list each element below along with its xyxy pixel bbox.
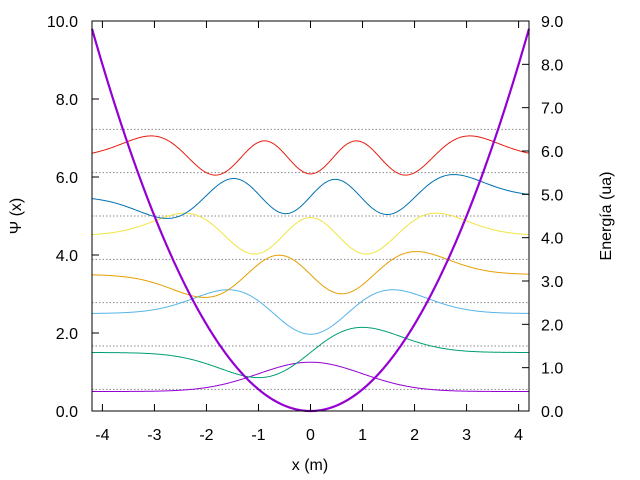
x-tick-label: 2: [410, 427, 419, 444]
y-left-tick-label: 0.0: [56, 404, 78, 421]
axis-ticks: [92, 20, 529, 412]
wavefunction-line: [91, 174, 530, 219]
wavefunction-line: [92, 326, 529, 379]
wavefunction-series: [91, 135, 530, 392]
x-tick-label: -4: [95, 427, 109, 444]
y-right-tick-label: 2.0: [541, 317, 563, 334]
y-right-tick-label: 1.0: [541, 361, 563, 378]
x-tick-label: 3: [462, 427, 471, 444]
y-right-tick-label: 9.0: [541, 14, 563, 31]
y-right-tick-label: 5.0: [541, 187, 563, 204]
y-left-tick-label: 6.0: [56, 170, 78, 187]
y-right-tick-label: 4.0: [541, 231, 563, 248]
energy-levels: [92, 128, 529, 390]
y-right-axis-label: Energía (ua): [598, 172, 615, 261]
y-left-tick-labels: 0.0 2.0 4.0 6.0 8.0 10.0: [47, 14, 78, 421]
x-tick-label: 1: [358, 427, 367, 444]
y-right-tick-labels: 0.0 1.0 2.0 3.0 4.0 5.0 6.0 7.0 8.0 9.0: [541, 14, 563, 421]
wavefunction-line: [91, 289, 530, 335]
y-right-tick-label: 6.0: [541, 144, 563, 161]
y-left-tick-label: 4.0: [56, 248, 78, 265]
x-axis-label: x (m): [292, 457, 328, 474]
wavefunction-line: [92, 361, 529, 392]
y-left-tick-label: 2.0: [56, 326, 78, 343]
wavefunction-line: [91, 135, 530, 176]
x-tick-label: -2: [199, 427, 213, 444]
x-tick-label: 4: [514, 427, 523, 444]
y-right-tick-label: 7.0: [541, 101, 563, 118]
y-left-axis-label: Ψ (x): [8, 198, 25, 234]
y-left-tick-label: 10.0: [47, 14, 78, 31]
x-tick-label: -1: [251, 427, 265, 444]
y-right-tick-label: 3.0: [541, 274, 563, 291]
wavefunction-line: [91, 212, 530, 255]
x-tick-label: 0: [306, 427, 315, 444]
y-left-tick-label: 8.0: [56, 92, 78, 109]
y-right-tick-label: 0.0: [541, 404, 563, 421]
wavefunction-line: [91, 251, 530, 298]
y-right-tick-label: 8.0: [541, 57, 563, 74]
x-tick-labels: -4 -3 -2 -1 0 1 2 3 4: [95, 427, 523, 444]
x-tick-label: -3: [147, 427, 161, 444]
